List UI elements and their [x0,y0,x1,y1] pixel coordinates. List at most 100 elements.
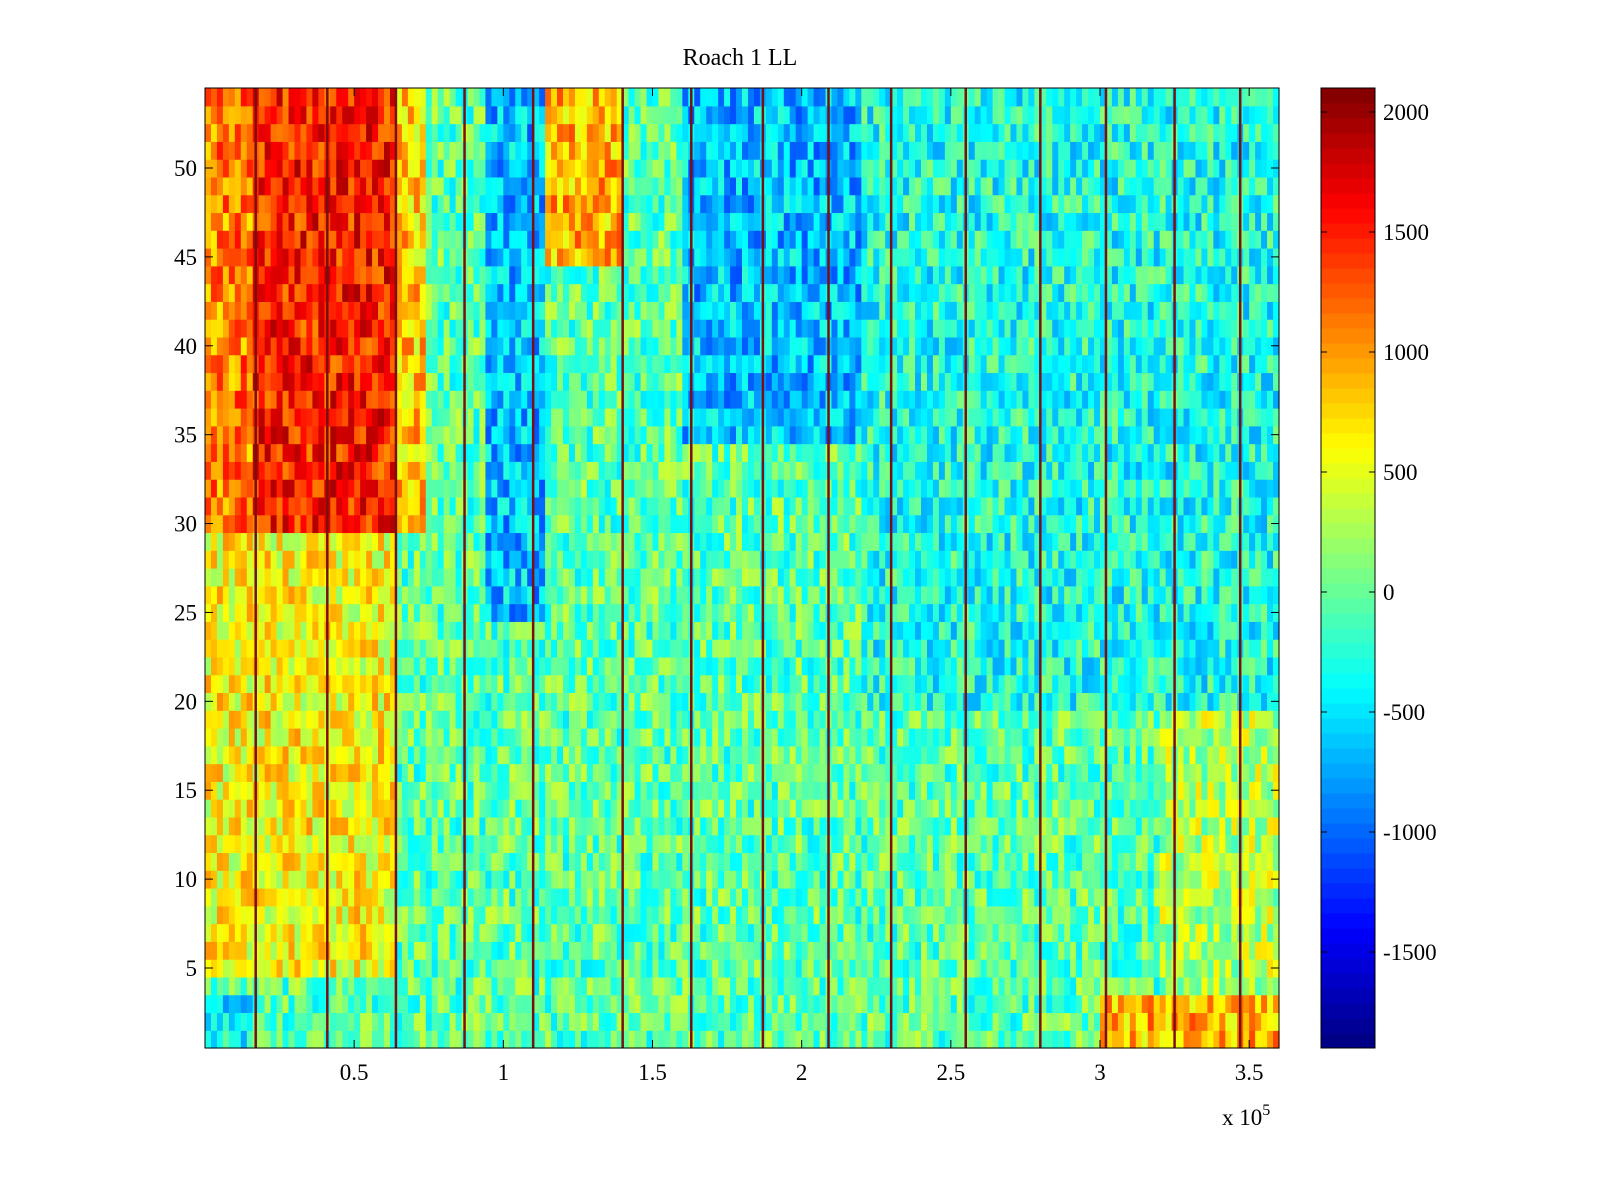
heatmap-cell [389,834,397,854]
heatmap-cell [992,550,1000,569]
heatmap-cell [1123,745,1131,765]
heatmap-cell [1141,799,1149,818]
heatmap-cell [670,905,677,925]
heatmap-cell [473,550,481,569]
heatmap-cell [1046,834,1053,854]
heatmap-cell [867,994,874,1014]
heatmap-cell [521,799,528,818]
heatmap-cell [1153,656,1161,676]
heatmap-cell [861,710,868,729]
heatmap-cell [431,585,439,605]
heatmap-cell [443,834,451,854]
heatmap-cell [956,674,964,694]
heatmap-cell [1004,799,1012,818]
heatmap-cell [956,923,964,942]
heatmap-cell [276,550,284,569]
heatmap-cell [336,568,343,587]
heatmap-cell [837,639,845,658]
heatmap-cell [443,959,451,978]
heatmap-cell [491,941,498,960]
heatmap-cell [527,603,534,622]
heatmap-cell [932,1030,940,1049]
heatmap-cell [521,816,528,836]
heatmap-cell [855,870,862,889]
heatmap-cell [455,621,463,640]
heatmap-cell [1052,923,1059,942]
heatmap-cell [974,941,982,960]
heatmap-cell [903,870,910,889]
heatmap-cell [777,568,785,587]
heatmap-cell [1040,888,1047,907]
heatmap-cell [401,1012,409,1031]
heatmap-cell [533,976,540,996]
heatmap-cell [676,639,683,658]
heatmap-cell [1034,888,1041,907]
heatmap-cell [276,816,284,836]
heatmap-cell [891,656,898,676]
heatmap-cell [479,603,487,622]
heatmap-cell [640,603,648,622]
heatmap-cell [915,923,922,942]
heatmap-cell [753,941,761,960]
heatmap-cell [401,603,409,622]
heatmap-cell [467,994,475,1014]
heatmap-cell [276,888,284,907]
heatmap-cell [724,781,731,800]
heatmap-cell [1123,568,1131,587]
heatmap-cell [622,816,630,836]
heatmap-cell [246,905,254,925]
heatmap-cell [604,959,612,978]
heatmap-cell [676,1012,683,1031]
heatmap-cell [1028,603,1035,622]
heatmap-cell [598,674,606,694]
heatmap-cell [1273,621,1280,640]
heatmap-cell [234,870,242,889]
heatmap-cell [765,656,773,676]
heatmap-cell [736,923,743,942]
heatmap-cell [598,728,606,747]
heatmap-cell [640,728,648,747]
heatmap-cell [568,870,576,889]
heatmap-cell [1004,656,1012,676]
heatmap-cell [1004,834,1012,854]
heatmap-cell [682,621,689,640]
heatmap-cell [730,959,737,978]
heatmap-cell [527,852,534,871]
heatmap-cell [974,656,982,676]
heatmap-cell [425,568,433,587]
heatmap-cell [932,692,940,711]
heatmap-cell [419,763,427,782]
heatmap-cell [389,1030,397,1049]
heatmap-cell [491,888,498,907]
heatmap-cell [1022,692,1029,711]
heatmap-cell [915,728,922,747]
heatmap-cell [557,816,564,836]
heatmap-cell [807,745,815,765]
heatmap-cell [473,976,481,996]
heatmap-cell [974,870,982,889]
heatmap-cell [837,799,845,818]
heatmap-cell [563,656,570,676]
heatmap-cell [240,568,248,587]
heatmap-cell [807,603,815,622]
heatmap-cell [694,852,701,871]
heatmap-cell [270,994,278,1014]
heatmap-cell [425,745,433,765]
heatmap-cell [384,656,391,676]
heatmap-cell [360,959,367,978]
heatmap-cell [294,1012,302,1031]
heatmap-cell [747,550,755,569]
heatmap-cell [652,781,660,800]
heatmap-cell [1195,585,1203,605]
heatmap-cell [694,728,701,747]
heatmap-cell [795,1012,803,1031]
heatmap-cell [724,568,731,587]
heatmap-cell [443,674,451,694]
heatmap-cell [300,585,308,605]
heatmap-cell [801,674,809,694]
heatmap-cell [437,674,445,694]
heatmap-cell [616,763,624,782]
heatmap-cell [1219,656,1226,676]
heatmap-cell [694,1030,701,1049]
heatmap-cell [915,816,922,836]
